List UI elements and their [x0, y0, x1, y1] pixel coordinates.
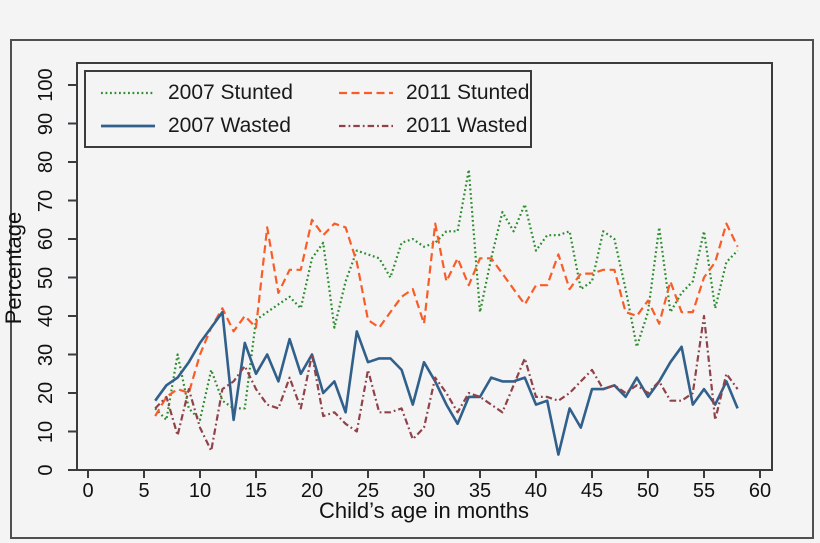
x-tick-label: 60: [748, 480, 772, 502]
legend-label: 2011 Wasted: [406, 113, 528, 137]
series-2011-stunted-line: [154, 218, 739, 417]
legend-entry-2007-wasted: 2007 Wasted: [100, 114, 338, 138]
series-2007-stunted-line: [154, 168, 739, 421]
2007-stunted-line-swatch-icon: [101, 91, 155, 94]
x-tick-label: 15: [244, 480, 268, 502]
y-axis-title: Percentage: [1, 211, 26, 325]
x-tick-label: 10: [188, 480, 212, 502]
y-tick-label: 90: [34, 112, 57, 135]
y-tick-label: 80: [34, 150, 57, 174]
x-tick-label: 40: [524, 480, 548, 502]
y-tick-label: 10: [34, 420, 57, 443]
y-tick-label: 70: [34, 189, 57, 212]
y-tick-label: 20: [34, 381, 57, 405]
y-tick-label: 60: [34, 227, 57, 251]
x-tick-label: 5: [138, 480, 150, 502]
y-tick-label: 100: [34, 68, 57, 102]
legend-label: 2007 Wasted: [168, 113, 291, 137]
series-2011-wasted-line: [154, 314, 739, 452]
y-tick-label: 0: [34, 464, 57, 476]
x-tick-label: 35: [468, 480, 492, 502]
x-axis-title: Child’s age in months: [319, 498, 529, 523]
x-tick-label: 25: [356, 480, 380, 502]
x-tick-label: 20: [300, 480, 324, 502]
series-2007-wasted-line: [154, 310, 739, 456]
chart-legend: 2007 Stunted 2011 Stunted 2007 Wasted 2011 …: [84, 70, 532, 148]
x-tick-label: 30: [412, 480, 436, 502]
legend-entry-2011-wasted: 2011 Wasted: [338, 114, 536, 138]
x-tick-label: 45: [580, 480, 604, 502]
y-tick-label: 50: [34, 266, 57, 289]
2011-stunted-line-swatch-icon: [339, 91, 393, 94]
legend-label: 2007 Stunted: [168, 80, 293, 104]
2011-wasted-line-swatch-icon: [339, 124, 393, 127]
x-tick-label: 0: [82, 480, 94, 502]
legend-label: 2011 Stunted: [406, 80, 530, 104]
y-tick-label: 40: [34, 304, 57, 328]
legend-entry-2011-stunted: 2011 Stunted: [338, 81, 536, 105]
2007-wasted-line-swatch-icon: [101, 124, 155, 127]
y-tick-label: 30: [34, 343, 57, 366]
legend-entry-2007-stunted: 2007 Stunted: [100, 81, 338, 105]
x-tick-label: 55: [692, 480, 716, 502]
x-tick-label: 50: [636, 480, 660, 502]
